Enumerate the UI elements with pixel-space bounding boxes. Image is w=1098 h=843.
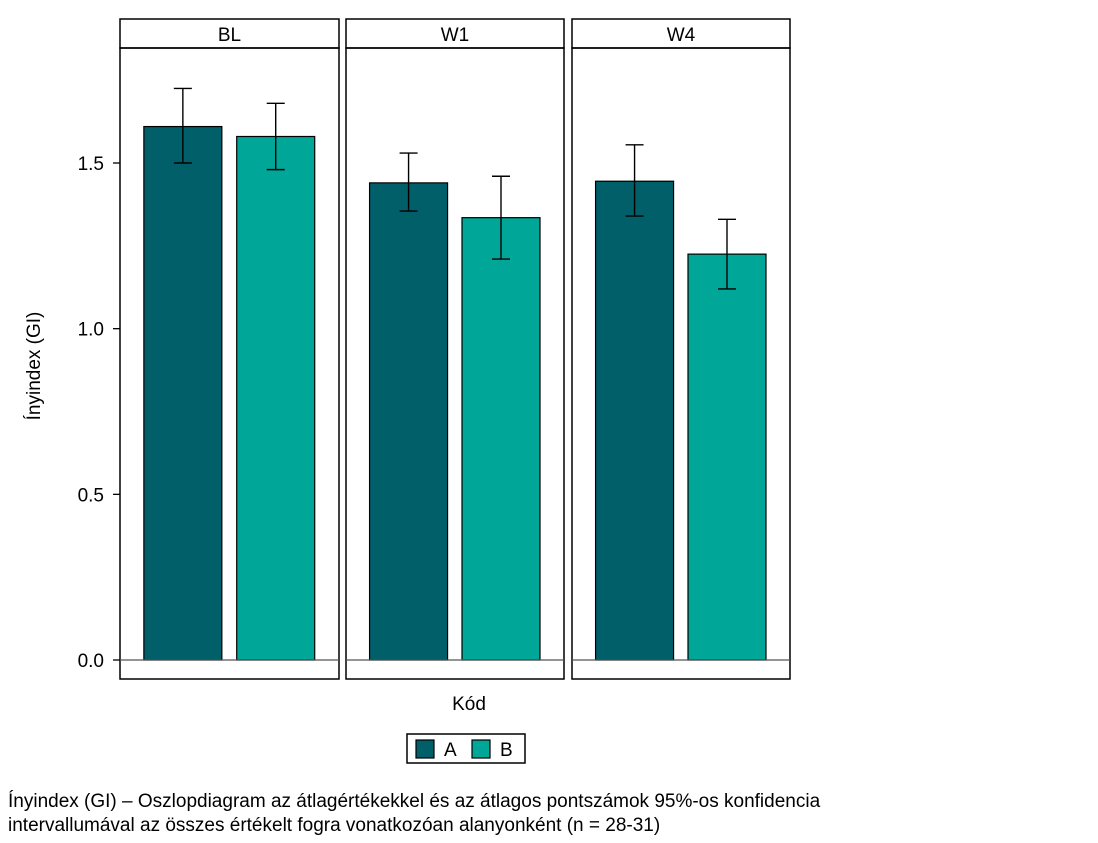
facet-panel-w4: W4 [571,18,791,680]
strip-label: BL [218,25,241,46]
facet-panel-w1: W1 [345,18,565,680]
legend-key-b [471,739,491,759]
y-tick-label: 0.5 [78,485,104,506]
legend-label-a: A [444,740,457,761]
figure-caption: Ínyindex (GI) – Oszlopdiagram az átlagér… [8,790,1088,838]
facet-panel-bl: BL [119,18,340,680]
y-axis-label: Ínyindex (GI) [24,312,45,421]
legend-key-a [415,739,435,759]
caption-line-1: Ínyindex (GI) – Oszlopdiagram az átlagér… [8,791,821,812]
x-axis-label: Kód [452,694,486,715]
strip-box [119,18,340,49]
bar-a-w4 [594,180,675,661]
bar-a-bl [143,125,223,661]
caption-line-2: intervallumával az összes értékelt fogra… [8,815,661,836]
panel-frame [119,47,340,680]
bar-b-w1 [461,217,541,661]
bar-a-w1 [368,182,449,661]
y-tick-label: 1.5 [78,154,104,175]
panel-frame [345,47,565,680]
panel-frame [571,47,791,680]
bar-b-bl [236,135,316,661]
y-tick-label: 0.0 [78,651,104,672]
strip-label: W4 [667,25,696,46]
y-tick-label: 1.0 [78,320,104,341]
facet-panels: BL W1 W4 [119,18,791,680]
y-axis: 0.0 0.5 1.0 1.5 [78,154,120,672]
strip-box [345,18,565,49]
bar-b-w4 [687,253,767,661]
strip-label: W1 [441,25,470,46]
legend-label-b: B [500,740,513,761]
